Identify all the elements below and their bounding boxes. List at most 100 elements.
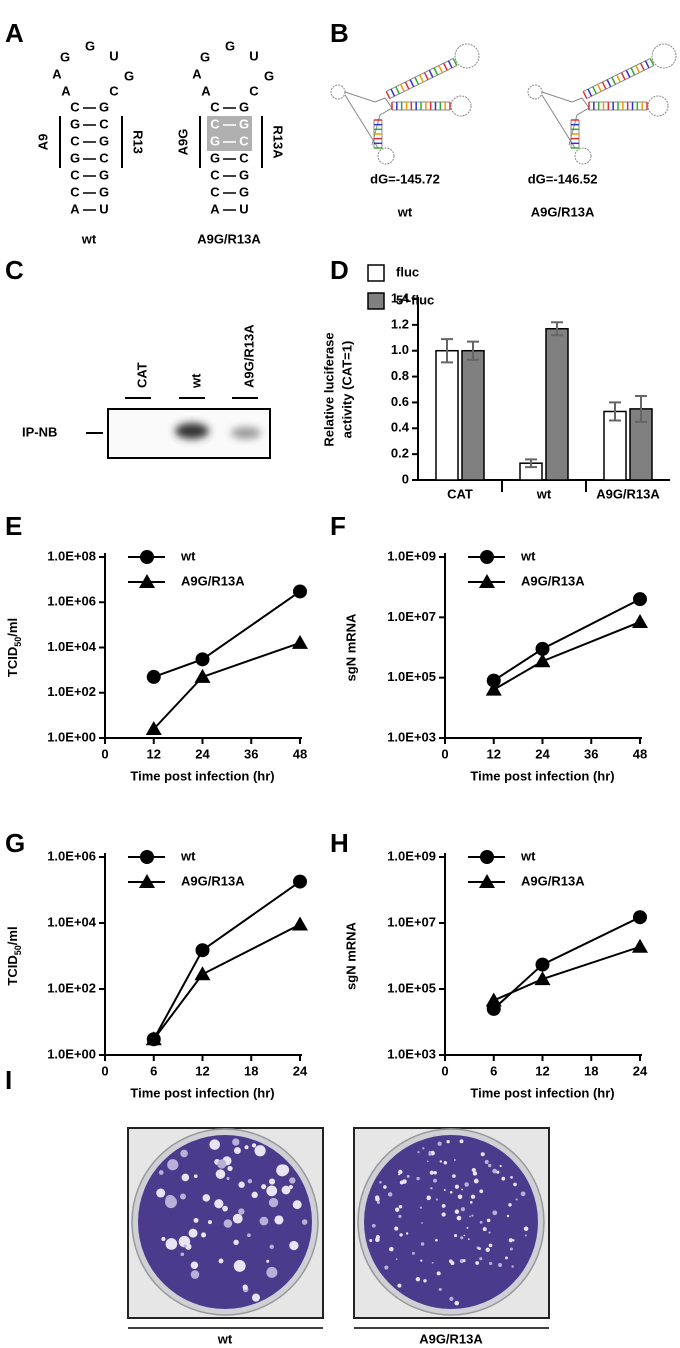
region-label: A9G [175,129,190,156]
plaque [161,1236,166,1242]
nucleotide: A [61,83,71,98]
plaque [254,1145,266,1157]
legend-label: A9G/R13A [521,873,585,888]
legend-label: A9G/R13A [521,573,585,588]
plaque [181,1173,190,1182]
plaque [446,1139,450,1144]
nucleotide: C [70,184,80,199]
plaque [479,1220,483,1224]
marker [146,669,161,684]
helix-rung [635,65,641,73]
marker [139,874,155,888]
legend-label: A9G/R13A [181,873,245,888]
marker [534,971,551,986]
plaque [487,1163,492,1168]
panel-label: F [330,511,346,541]
plaque [452,1174,456,1178]
x-axis-label: Time post infection (hr) [470,768,614,783]
plaque [489,1261,493,1266]
plaque [222,1205,228,1212]
caption: A9G/R13A [419,1331,483,1346]
helix-rung [649,58,655,66]
helix-rung [442,62,448,71]
plaque [498,1262,503,1267]
plaque [508,1203,512,1207]
plaque [459,1139,464,1144]
region-label: R13 [131,130,146,154]
plaque [456,1215,462,1221]
legend-label: wt [520,548,536,563]
plaque [190,1261,199,1269]
plaque [190,1270,200,1279]
plaque [375,1196,380,1202]
error-bar [551,321,563,337]
marker [145,1031,162,1046]
nucleotide: G [225,38,235,53]
plaque [509,1247,513,1251]
rna-backbone [344,91,393,146]
plaque [513,1182,517,1187]
plaque [469,1201,473,1204]
y-tick-label: 0.4 [391,420,410,435]
plaque [473,1178,479,1184]
nucleotide: G [200,49,210,64]
plaque [233,1147,241,1154]
plaque [485,1247,490,1252]
region-label: A9 [35,134,50,151]
helix-rung [395,86,401,95]
plaque [397,1283,402,1288]
plaque [369,1238,373,1242]
plaque [242,1284,248,1290]
nucleotide: C [99,116,109,131]
plaque [479,1189,484,1194]
plaque [266,1266,278,1278]
plaque [428,1150,432,1154]
plaque [398,1204,403,1209]
plaque [398,1173,401,1176]
nucleotide: G [60,49,70,64]
x-tick-label: 0 [441,1063,448,1078]
plaque [268,1197,279,1208]
x-tick-label: 12 [535,1063,549,1078]
nucleotide: C [210,167,220,182]
nucleotide: G [239,99,249,114]
lane-label: wt [188,373,203,389]
x-tick-label: 0 [441,746,448,761]
marker [195,943,210,958]
plaque [460,1207,465,1212]
series-line [153,641,301,730]
x-tick-label: 18 [584,1063,598,1078]
nucleotide: G [264,68,274,83]
plaque [454,1184,460,1189]
plaque [233,1239,239,1246]
helix-rung [433,67,439,76]
y-tick-label: 1.2 [391,316,409,331]
helix-rung [452,58,458,66]
plaque [233,1260,246,1272]
plaque [523,1226,529,1232]
plaque [276,1164,289,1177]
y-axis-label-part: TCID [5,647,20,677]
plaque [376,1201,380,1205]
x-tick-label: 12 [195,1063,209,1078]
helix-rung [625,69,631,78]
plaque [499,1164,502,1168]
marker [485,681,502,696]
plaque [238,1181,245,1188]
error-bar [467,340,479,361]
nucleotide: G [210,133,220,148]
marker [292,634,308,649]
y-tick-label: 1.0E+04 [47,639,97,654]
plaque [415,1277,421,1282]
plaque [439,1160,442,1163]
nucleotide: C [239,133,249,148]
plaque [464,1182,469,1187]
plaque [301,1219,308,1225]
plaque [232,1138,240,1146]
y-tick-label: 1.0E+02 [47,980,96,995]
nucleotide: G [70,116,80,131]
plaque [399,1233,403,1237]
plaque [441,1212,446,1217]
plaque [433,1171,437,1175]
